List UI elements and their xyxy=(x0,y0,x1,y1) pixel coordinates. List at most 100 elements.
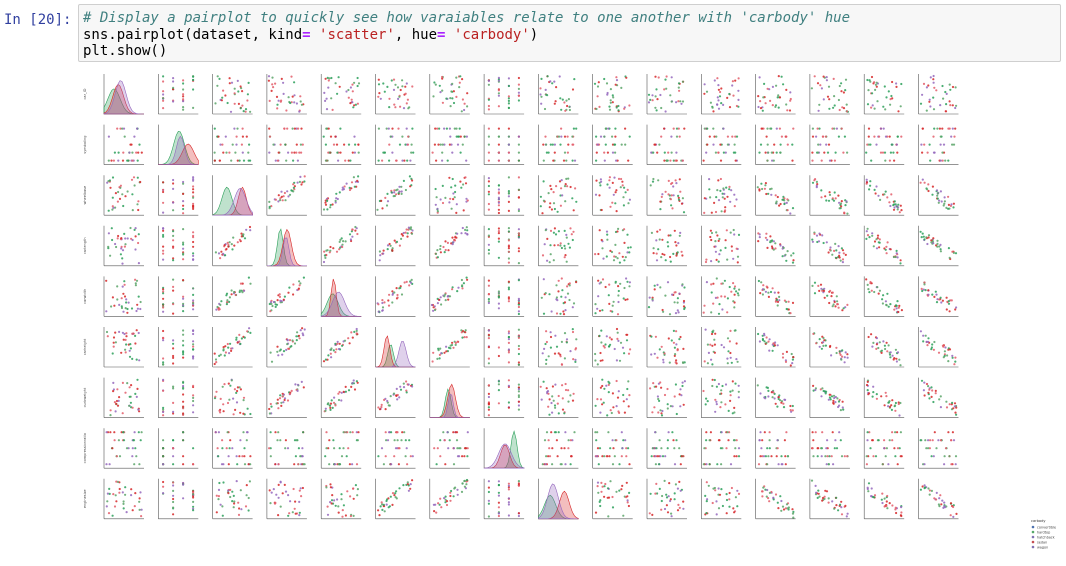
scatter-point xyxy=(566,237,568,239)
scatter-point xyxy=(182,357,184,359)
scatter-point xyxy=(452,192,454,194)
scatter-point xyxy=(276,104,278,106)
scatter-point xyxy=(889,136,891,138)
scatter-point xyxy=(922,335,924,337)
scatter-point xyxy=(624,128,626,130)
scatter-point xyxy=(725,187,727,189)
scatter-point xyxy=(766,336,768,338)
scatter-point xyxy=(814,292,816,294)
scatter-point xyxy=(716,103,718,105)
scatter-point xyxy=(703,463,705,465)
scatter-point xyxy=(710,283,712,285)
scatter-point xyxy=(654,107,656,109)
scatter-point xyxy=(218,78,220,80)
scatter-point xyxy=(352,337,354,339)
code-token: ) xyxy=(530,27,538,43)
scatter-point xyxy=(884,160,886,162)
scatter-point xyxy=(389,505,391,507)
scatter-point xyxy=(605,385,607,387)
scatter-point xyxy=(883,128,885,130)
scatter-point xyxy=(612,406,614,408)
scatter-point xyxy=(297,463,299,465)
scatter-point xyxy=(823,242,825,244)
scatter-point xyxy=(773,144,775,146)
scatter-point xyxy=(599,505,601,507)
scatter-point xyxy=(677,349,679,351)
scatter-point xyxy=(706,481,708,483)
scatter-point xyxy=(440,296,442,298)
scatter-point xyxy=(553,202,555,204)
scatter-point xyxy=(172,484,174,486)
scatter-point xyxy=(785,507,787,509)
scatter-point xyxy=(813,233,815,235)
scatter-point xyxy=(488,402,490,404)
scatter-point xyxy=(279,293,281,295)
scatter-point xyxy=(678,338,680,340)
scatter-point xyxy=(606,82,608,84)
scatter-point xyxy=(279,199,281,201)
scatter-point xyxy=(465,329,467,331)
scatter-point xyxy=(162,357,164,359)
scatter-point xyxy=(600,398,602,400)
scatter-point xyxy=(192,88,194,90)
scatter-point xyxy=(386,504,388,506)
scatter-point xyxy=(300,487,302,489)
scatter-point xyxy=(572,328,574,330)
scatter-point xyxy=(725,447,727,449)
scatter-point xyxy=(246,330,248,332)
scatter-point xyxy=(551,412,553,414)
code-editor[interactable]: # Display a pairplot to quickly see how … xyxy=(78,4,1061,62)
scatter-point xyxy=(287,152,289,154)
code-line[interactable]: # Display a pairplot to quickly see how … xyxy=(83,10,1056,27)
row-label: carwidth xyxy=(83,289,87,304)
scatter-point xyxy=(122,205,124,207)
scatter-point xyxy=(172,239,174,241)
code-line[interactable]: plt.show() xyxy=(83,43,1056,60)
scatter-point xyxy=(508,379,510,381)
code-line[interactable]: sns.pairplot(dataset, kind= 'scatter', h… xyxy=(83,27,1056,44)
scatter-point xyxy=(819,144,821,146)
scatter-point xyxy=(340,493,342,495)
scatter-point xyxy=(709,236,711,238)
scatter-point xyxy=(400,389,402,391)
scatter-point xyxy=(282,395,284,397)
scatter-point xyxy=(454,236,456,238)
scatter-point xyxy=(488,293,490,295)
scatter-point xyxy=(113,346,115,348)
scatter-point xyxy=(775,493,777,495)
scatter-point xyxy=(397,297,399,299)
scatter-point xyxy=(597,295,599,297)
scatter-point xyxy=(121,257,123,259)
scatter-point xyxy=(224,354,226,356)
scatter-point xyxy=(518,329,520,331)
scatter-point xyxy=(671,194,673,196)
scatter-point xyxy=(669,313,671,315)
scatter-point xyxy=(227,431,229,433)
scatter-point xyxy=(736,490,738,492)
scatter-point xyxy=(885,395,887,397)
scatter-point xyxy=(348,97,350,99)
scatter-point xyxy=(329,206,331,208)
scatter-point xyxy=(458,86,460,88)
scatter-point xyxy=(772,342,774,344)
scatter-point xyxy=(518,353,520,355)
code-token: = xyxy=(302,27,310,43)
scatter-point xyxy=(498,202,500,204)
scatter-point xyxy=(434,309,436,311)
scatter-point xyxy=(352,487,354,489)
scatter-point xyxy=(947,360,949,362)
scatter-point xyxy=(453,495,455,497)
scatter-point xyxy=(898,307,900,309)
scatter-point xyxy=(616,79,618,81)
scatter-point xyxy=(437,256,439,258)
scatter-point xyxy=(229,447,231,449)
scatter-point xyxy=(243,447,245,449)
scatter-point xyxy=(869,185,871,187)
scatter-point xyxy=(294,501,296,503)
scatter-point xyxy=(826,79,828,81)
scatter-point xyxy=(725,152,727,154)
scatter-point xyxy=(954,357,956,359)
scatter-point xyxy=(623,400,625,402)
scatter-point xyxy=(952,407,954,409)
scatter-point xyxy=(923,83,925,85)
